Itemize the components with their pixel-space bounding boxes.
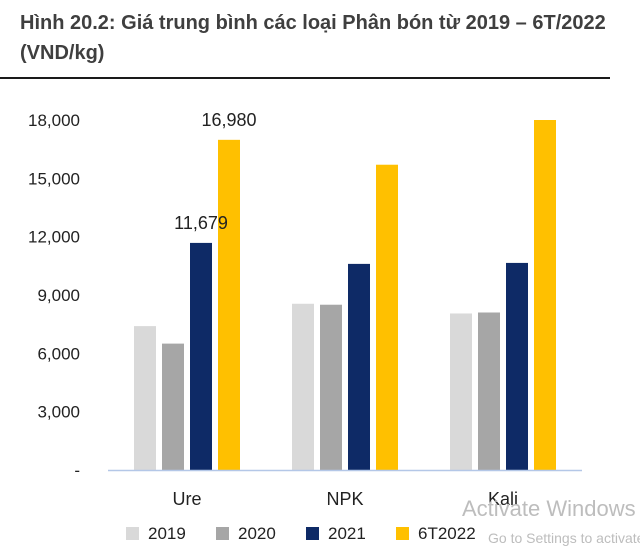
legend-label: 2019 [148,524,186,543]
y-tick-label: - [74,461,80,480]
bar-6t2022-npk [376,164,398,470]
bar-2021-kali [506,262,528,470]
bar-6t2022-ure [218,139,240,471]
bar-2021-npk [348,263,370,470]
y-tick-label: 3,000 [37,403,80,422]
data-labels: 11,679 16,980 [174,110,256,233]
y-tick-label: 15,000 [28,169,80,188]
bar-2020-ure [162,343,184,470]
y-tick-label: 9,000 [37,286,80,305]
y-tick-label: 12,000 [28,228,80,247]
bar-2019-npk [292,303,314,470]
chart-title: Hình 20.2: Giá trung bình các loại Phân … [20,12,606,64]
bar-2019-kali [450,313,472,470]
legend-label: 2021 [328,524,366,543]
bar-2019-ure [134,326,156,470]
x-category-label: Ure [172,489,201,509]
legend-label: 2020 [238,524,276,543]
legend-swatch-2021 [306,527,319,540]
activation-watermark-sub: Go to Settings to activate [488,530,640,546]
bar-6t2022-kali [534,120,556,470]
title-divider [0,77,610,79]
bar-2020-kali [478,312,500,470]
y-tick-label: 6,000 [37,344,80,363]
data-label: 11,679 [174,213,228,233]
legend-swatch-2019 [126,527,139,540]
legend-swatch-6t2022 [396,527,409,540]
x-axis: Ure NPK Kali [172,489,518,509]
x-category-label: Kali [488,489,518,509]
legend: 2019 2020 2021 6T2022 [126,524,476,543]
bars-group [134,120,556,471]
legend-swatch-2020 [216,527,229,540]
y-axis: - 3,000 6,000 9,000 12,000 15,000 18,000 [28,111,80,480]
data-label: 16,980 [201,110,256,130]
bar-2021-ure [190,242,212,470]
activation-watermark: Activate Windows [462,496,636,521]
x-category-label: NPK [326,489,363,509]
bar-2020-npk [320,304,342,470]
legend-label: 6T2022 [418,524,476,543]
y-tick-label: 18,000 [28,111,80,130]
